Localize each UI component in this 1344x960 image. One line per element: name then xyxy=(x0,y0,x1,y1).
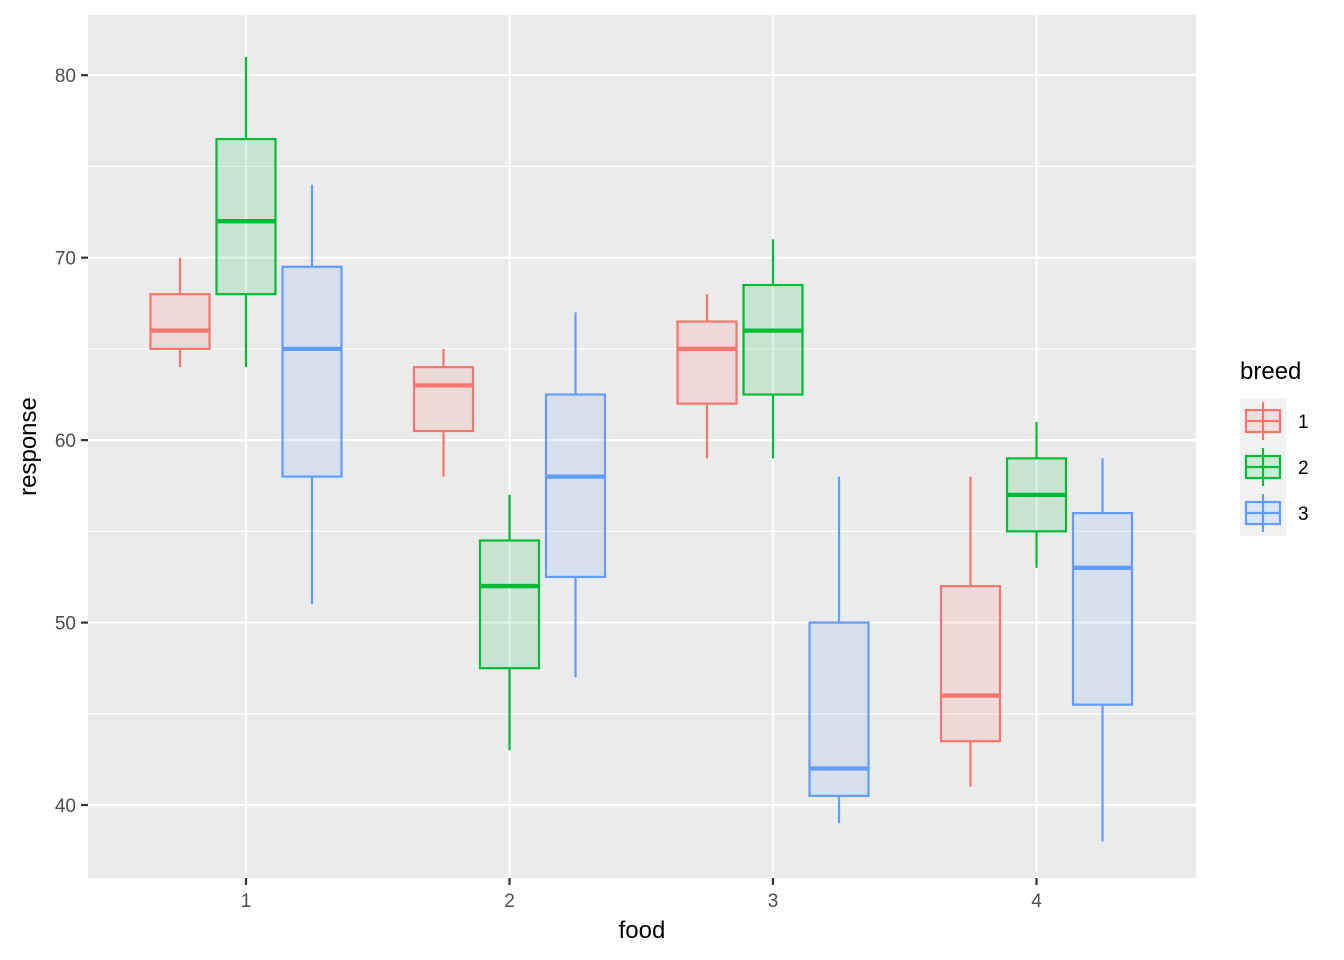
legend-key-3 xyxy=(1240,490,1286,536)
box-iqr xyxy=(215,137,277,296)
box-iqr xyxy=(544,393,607,579)
box-series-3-food-2 xyxy=(544,312,607,678)
legend-key-1 xyxy=(1240,398,1286,444)
box-iqr xyxy=(939,584,1002,743)
x-tick-label: 3 xyxy=(768,891,779,912)
box-series-3-food-3 xyxy=(808,476,870,824)
legend-label: 3 xyxy=(1298,504,1309,525)
y-tick-label: 80 xyxy=(55,66,76,87)
x-tick-label: 4 xyxy=(1031,891,1042,912)
box-iqr xyxy=(281,265,343,478)
x-tick-label: 1 xyxy=(241,891,252,912)
plot-panel xyxy=(88,15,1196,878)
legend-title: breed xyxy=(1240,358,1301,385)
box-series-1-food-1 xyxy=(149,257,211,368)
box-iqr xyxy=(149,293,211,350)
x-tick-label: 2 xyxy=(504,891,515,912)
y-axis-title: response xyxy=(15,397,42,496)
box-series-2-food-2 xyxy=(478,494,541,751)
box-iqr xyxy=(676,320,738,405)
x-axis-title: food xyxy=(619,917,666,944)
box-series-2-food-4 xyxy=(1005,421,1068,568)
box-iqr xyxy=(412,366,475,433)
legend-label: 1 xyxy=(1298,412,1309,433)
box-series-2-food-3 xyxy=(742,239,804,459)
y-tick-label: 60 xyxy=(55,431,76,452)
box-series-3-food-4 xyxy=(1071,458,1134,842)
box-series-3-food-1 xyxy=(281,184,343,605)
box-series-1-food-3 xyxy=(676,294,738,459)
box-iqr xyxy=(478,539,541,670)
legend-key-2 xyxy=(1240,444,1286,490)
box-series-1-food-4 xyxy=(939,476,1002,787)
box-series-1-food-2 xyxy=(412,348,475,477)
legend-label: 2 xyxy=(1298,458,1309,479)
box-series-2-food-1 xyxy=(215,56,277,368)
legend: breed 1 2 3 xyxy=(1240,358,1309,536)
y-tick-label: 70 xyxy=(55,249,76,270)
y-tick-label: 50 xyxy=(55,614,76,635)
box-iqr xyxy=(742,283,804,396)
y-tick-label: 40 xyxy=(55,796,76,817)
box-iqr xyxy=(1071,511,1134,706)
